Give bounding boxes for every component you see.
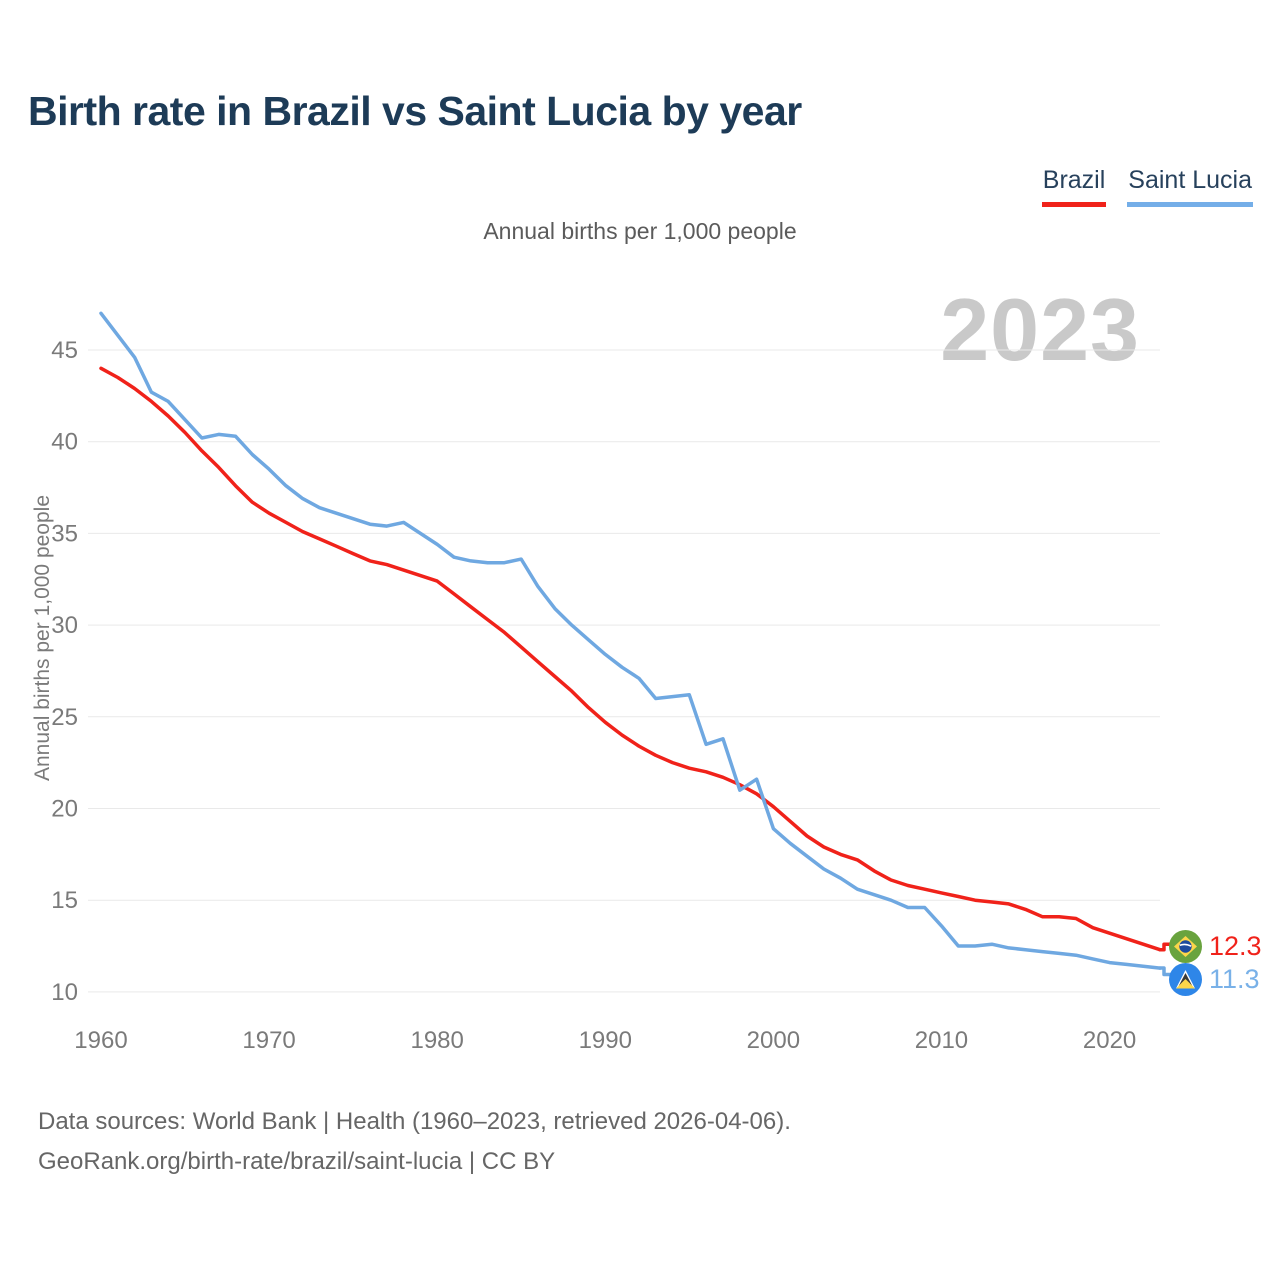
saint-lucia-flag-icon [1169,962,1202,996]
page-title: Birth rate in Brazil vs Saint Lucia by y… [28,88,802,134]
end-label-brazil: 12.3 [1169,929,1262,963]
watermark-year: 2023 [940,280,1140,379]
y-tick-label-15: 15 [51,887,78,914]
x-tick-label-1960: 1960 [74,1027,127,1054]
footer-url: GeoRank.org/birth-rate/brazil/saint-luci… [38,1148,556,1175]
end-value-brazil: 12.3 [1209,930,1262,961]
line-chart: 10 15 20 25 30 35 40 45 1960 1970 1980 1990 2000 2010… [51,311,1175,1054]
chart-legend: Brazil Saint Lucia [1041,166,1253,207]
footer-sources: Data sources: World Bank | Health (1960–… [38,1108,791,1135]
x-tick-label-1980: 1980 [410,1027,463,1054]
x-tick-label-2000: 2000 [747,1027,800,1054]
series-line-saint-lucia [99,311,1162,970]
x-tick-label-1970: 1970 [242,1027,295,1054]
end-leader-saint-lucia [1158,966,1175,977]
x-tick-label-2020: 2020 [1083,1027,1136,1054]
y-tick-label-10: 10 [51,979,78,1006]
y-tick-label-45: 45 [51,337,78,364]
end-leader-brazil [1158,942,1175,952]
legend-item-brazil[interactable]: Brazil [1041,166,1107,207]
y-tick-label-25: 25 [51,704,78,731]
y-tick-label-20: 20 [51,796,78,823]
y-tick-label-30: 30 [51,612,78,639]
y-tick-label-40: 40 [51,429,78,456]
footer: Data sources: World Bank | Health (1960–… [38,1102,791,1182]
chart-subtitle: Annual births per 1,000 people [483,218,797,244]
y-tick-label-35: 35 [51,520,78,547]
legend-item-saint-lucia[interactable]: Saint Lucia [1127,166,1253,207]
end-label-saint-lucia: 11.3 [1169,962,1260,996]
end-value-saint-lucia: 11.3 [1209,963,1260,994]
series-line-brazil [99,366,1162,952]
x-tick-label-1990: 1990 [579,1027,632,1054]
brazil-flag-icon [1169,929,1202,963]
x-tick-label-2010: 2010 [915,1027,968,1054]
